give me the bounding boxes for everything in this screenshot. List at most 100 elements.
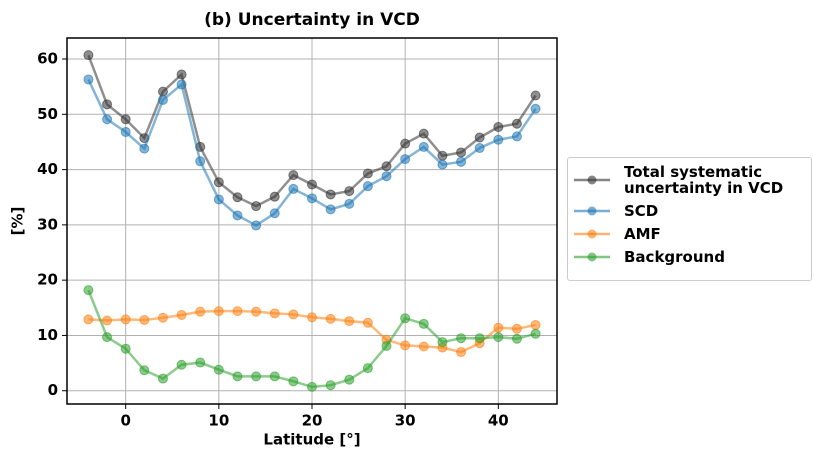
data-point <box>139 365 150 376</box>
data-point <box>195 156 206 167</box>
legend-item: Total systematic uncertainty in VCD <box>572 164 807 196</box>
data-point <box>269 208 280 219</box>
x-tick-label: 0 <box>120 412 130 430</box>
y-axis-label: [%] <box>9 207 27 236</box>
y-tick-label: 0 <box>48 381 58 399</box>
data-point <box>120 126 131 137</box>
data-point <box>493 322 504 333</box>
data-point <box>474 333 485 344</box>
data-point <box>176 309 187 320</box>
data-point <box>418 141 429 152</box>
x-tick-label: 10 <box>208 412 229 430</box>
data-point <box>325 380 336 391</box>
data-point <box>381 171 392 182</box>
data-point <box>418 128 429 139</box>
data-point <box>362 181 373 192</box>
data-point <box>232 210 243 221</box>
data-point <box>269 191 280 202</box>
y-tick-label: 10 <box>37 326 58 344</box>
data-point <box>344 198 355 209</box>
data-point <box>251 306 262 317</box>
data-point <box>269 371 280 382</box>
data-point <box>456 347 467 358</box>
data-point <box>120 343 131 354</box>
data-point <box>400 313 411 324</box>
legend: Total systematic uncertainty in VCD SCD AM… <box>567 157 812 281</box>
legend-label: SCD <box>624 202 659 220</box>
data-point <box>288 309 299 320</box>
data-point <box>325 204 336 215</box>
data-point <box>362 317 373 328</box>
data-point <box>511 131 522 142</box>
data-point <box>344 374 355 385</box>
x-axis-label: Latitude [°] <box>263 431 360 449</box>
data-point <box>102 332 113 343</box>
legend-label: Background <box>624 248 725 266</box>
data-point <box>213 177 224 188</box>
data-point <box>456 333 467 344</box>
data-point <box>511 118 522 129</box>
legend-swatch <box>574 229 610 239</box>
data-point <box>102 99 113 110</box>
data-point <box>474 143 485 154</box>
data-point <box>493 134 504 145</box>
data-point <box>139 314 150 325</box>
data-point <box>157 86 168 97</box>
data-point <box>437 337 448 348</box>
data-point <box>157 94 168 105</box>
data-point <box>176 359 187 370</box>
data-point <box>251 220 262 231</box>
data-point <box>120 114 131 125</box>
data-point <box>307 179 317 190</box>
data-point <box>176 69 187 80</box>
data-point <box>157 312 168 323</box>
data-point <box>400 340 411 351</box>
data-point <box>400 154 411 165</box>
y-tick-label: 50 <box>37 105 58 123</box>
data-point <box>251 371 262 382</box>
data-point <box>530 328 541 339</box>
y-tick-label: 40 <box>37 160 58 178</box>
data-point <box>83 50 94 61</box>
legend-item: SCD <box>572 203 807 219</box>
data-point <box>83 285 94 296</box>
data-point <box>437 150 448 161</box>
data-point <box>344 316 355 327</box>
data-point <box>213 364 224 375</box>
data-point <box>251 201 262 212</box>
data-point <box>307 381 317 392</box>
data-point <box>362 363 373 374</box>
data-point <box>493 122 504 133</box>
data-point <box>381 340 392 351</box>
data-point <box>288 183 299 194</box>
data-point <box>530 319 541 330</box>
data-point <box>530 103 541 114</box>
legend-item: Background <box>572 249 807 265</box>
data-point <box>176 79 187 90</box>
legend-swatch <box>574 252 610 262</box>
data-point <box>102 315 113 326</box>
data-point <box>456 147 467 158</box>
data-point <box>344 186 355 197</box>
data-point <box>288 170 299 181</box>
x-tick-label: 40 <box>488 412 509 430</box>
data-point <box>493 332 504 343</box>
data-point <box>83 314 94 325</box>
axes-frame <box>66 37 558 405</box>
data-point <box>511 323 522 334</box>
data-point <box>83 74 94 85</box>
data-point <box>232 306 243 317</box>
legend-swatch <box>574 206 610 216</box>
data-point <box>195 306 206 317</box>
data-point <box>307 193 317 204</box>
data-point <box>232 192 243 203</box>
data-point <box>139 143 150 154</box>
data-point <box>418 341 429 352</box>
data-point <box>232 371 243 382</box>
data-point <box>381 161 392 172</box>
data-point <box>195 357 206 368</box>
data-point <box>269 308 280 319</box>
data-point <box>511 333 522 344</box>
